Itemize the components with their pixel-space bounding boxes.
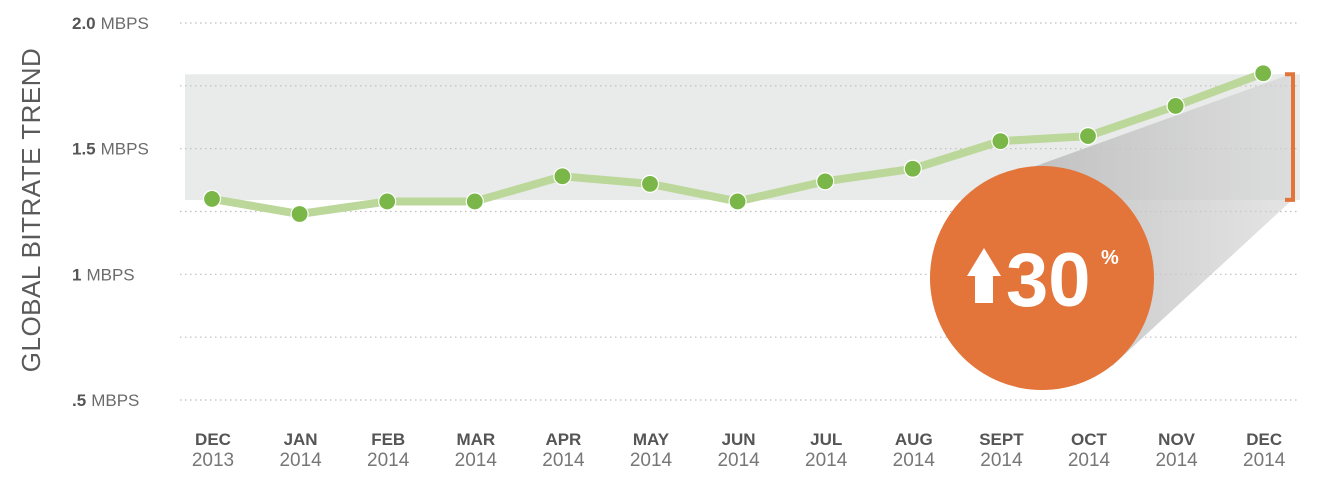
- y-tick-unit: MBPS: [101, 140, 149, 159]
- y-axis-ticks: 2.0 MBPS 1.5 MBPS 1 MBPS .5 MBPS: [72, 14, 149, 410]
- x-tick-month: APR: [545, 430, 581, 449]
- data-point: [378, 192, 397, 211]
- data-point: [728, 192, 747, 211]
- data-point: [991, 132, 1010, 151]
- x-tick-year: 2014: [1243, 450, 1286, 471]
- range-bracket-line: [1285, 72, 1295, 202]
- data-point: [903, 159, 922, 178]
- x-tick-month: FEB: [371, 430, 405, 449]
- x-tick-month: DEC: [1246, 430, 1282, 449]
- range-bracket: [1285, 72, 1295, 202]
- y-axis-title: GLOBAL BITRATE TREND: [16, 48, 46, 372]
- x-tick-month: AUG: [895, 430, 933, 449]
- x-tick-month: NOV: [1158, 430, 1196, 449]
- data-point: [202, 189, 222, 209]
- x-tick-year: 2014: [717, 450, 760, 471]
- x-tick-year: 2013: [192, 450, 234, 471]
- data-points: [202, 64, 1273, 224]
- x-tick-year: 2014: [893, 450, 936, 471]
- data-point: [290, 204, 309, 224]
- x-tick-year: 2014: [1068, 450, 1111, 471]
- data-point: [816, 172, 835, 191]
- x-tick-year: 2014: [630, 450, 673, 471]
- y-tick-label: 1 MBPS: [72, 265, 135, 284]
- x-tick-year: 2014: [1155, 450, 1198, 471]
- y-tick-unit: MBPS: [91, 391, 139, 410]
- y-tick-unit: MBPS: [101, 14, 149, 33]
- y-tick-value: 2.0: [72, 14, 96, 33]
- x-tick-month: JUN: [722, 430, 756, 449]
- x-tick-year: 2014: [455, 450, 498, 471]
- x-tick-month: JAN: [284, 430, 318, 449]
- x-tick-year: 2014: [367, 450, 410, 471]
- data-point: [553, 167, 572, 186]
- data-point: [640, 174, 660, 193]
- growth-callout: 30%: [930, 166, 1154, 390]
- data-point: [1254, 64, 1273, 83]
- callout-value: 30: [1006, 238, 1091, 323]
- gridlines: [180, 22, 1300, 401]
- data-point: [1166, 96, 1185, 116]
- y-tick-label: 1.5 MBPS: [72, 140, 149, 159]
- y-tick-unit: MBPS: [86, 265, 134, 284]
- y-tick-label: .5 MBPS: [72, 391, 139, 410]
- x-tick-year: 2014: [805, 450, 848, 471]
- y-tick-label: 2.0 MBPS: [72, 14, 149, 33]
- x-tick-month: SEPT: [979, 430, 1024, 449]
- x-tick-month: JUL: [810, 430, 842, 449]
- callout-circle: [930, 166, 1154, 390]
- x-tick-month: MAY: [633, 430, 670, 449]
- x-tick-month: MAR: [456, 430, 495, 449]
- y-tick-value: .5: [72, 391, 86, 410]
- y-tick-value: 1: [72, 265, 81, 284]
- data-point: [465, 192, 484, 211]
- x-tick-year: 2014: [279, 450, 322, 471]
- x-tick-month: DEC: [195, 430, 231, 449]
- y-tick-value: 1.5: [72, 140, 96, 159]
- arrow-up-icon: [967, 248, 1001, 303]
- x-tick-month: OCT: [1071, 430, 1108, 449]
- x-axis-ticks: DEC2013JAN2014FEB2014MAR2014APR2014MAY20…: [192, 430, 1286, 471]
- x-tick-year: 2014: [980, 450, 1023, 471]
- x-tick-year: 2014: [542, 450, 585, 471]
- data-point: [1078, 127, 1098, 146]
- callout-unit: %: [1101, 247, 1119, 269]
